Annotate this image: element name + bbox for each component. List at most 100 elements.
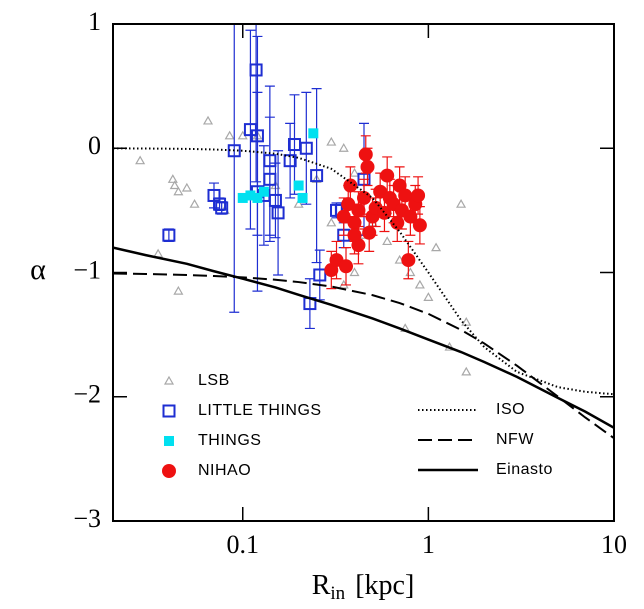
little-things-point xyxy=(313,268,327,282)
y-axis-label: α xyxy=(30,253,46,286)
legend-marker xyxy=(162,404,176,418)
little-things-point xyxy=(227,144,241,158)
lsb-point xyxy=(414,279,425,289)
lsb-point xyxy=(202,115,214,125)
little-things-point xyxy=(263,154,277,168)
lsb-point xyxy=(189,198,200,208)
lsb-point xyxy=(135,155,146,165)
lsb-point xyxy=(461,366,472,376)
y-tick-label: 1 xyxy=(88,7,101,36)
error-bar xyxy=(251,24,262,183)
lsb-point xyxy=(181,182,192,192)
nihao-point xyxy=(341,197,356,212)
nihao-point xyxy=(343,178,358,193)
plot-frame xyxy=(112,23,615,522)
little-things-point xyxy=(268,193,282,207)
lsb-point xyxy=(423,292,434,301)
nihao-point xyxy=(360,159,375,174)
nihao-point xyxy=(398,188,413,203)
legend-label: ISO xyxy=(496,401,525,418)
lsb-point xyxy=(169,180,180,190)
nihao-point xyxy=(401,253,416,268)
lsb-point xyxy=(153,248,164,258)
lsb-point xyxy=(326,136,337,146)
model-curve xyxy=(113,246,614,429)
y-tick-label: 0 xyxy=(88,131,101,160)
lsb-point xyxy=(405,267,416,277)
legend-label: NIHAO xyxy=(198,462,251,479)
legend: LSB LITTLE THINGS THINGS NIHAO ISO NFW Einasto xyxy=(162,372,553,479)
lsb-point xyxy=(456,198,467,208)
y-tick-label: −3 xyxy=(73,504,101,533)
things-point xyxy=(252,192,263,203)
lsb-point xyxy=(349,267,360,277)
nihao-point xyxy=(412,218,427,233)
legend-marker xyxy=(163,375,175,385)
things-point xyxy=(258,186,269,197)
nihao-point xyxy=(362,225,377,240)
x-tick-label: 0.1 xyxy=(226,530,259,559)
error-bar xyxy=(285,122,296,199)
error-bar xyxy=(311,88,322,264)
x-axis-label: Rin [kpc] xyxy=(312,570,415,604)
lsb-point xyxy=(326,217,337,227)
nihao-point xyxy=(351,203,366,218)
nihao-point xyxy=(336,209,351,224)
nihao-point xyxy=(358,147,373,162)
legend-label: LSB xyxy=(198,372,230,389)
y-tick-label: −1 xyxy=(73,255,101,284)
lsb-point xyxy=(173,285,184,295)
legend-label: Einasto xyxy=(496,461,553,478)
things-point xyxy=(237,192,248,203)
legend-label: NFW xyxy=(496,431,534,448)
lsb-point xyxy=(431,242,442,252)
things-point xyxy=(297,192,308,203)
error-bar xyxy=(301,91,312,205)
error-bar xyxy=(273,150,284,276)
error-bar xyxy=(264,116,275,243)
nihao-point xyxy=(411,188,426,203)
error-bar xyxy=(163,228,174,243)
legend-label: THINGS xyxy=(198,432,261,449)
things-point xyxy=(293,180,304,191)
lsb-point xyxy=(167,174,178,183)
little-things-point xyxy=(299,141,313,155)
plot-area xyxy=(113,24,614,439)
little-things-point xyxy=(263,172,277,186)
lsb-point xyxy=(173,186,184,196)
little-things-point xyxy=(271,206,285,220)
nihao-point xyxy=(403,209,418,224)
things-point xyxy=(308,128,319,139)
little-things-point xyxy=(250,129,264,143)
legend-marker xyxy=(162,464,176,478)
lsb-point xyxy=(349,167,360,177)
nihao-point xyxy=(390,215,405,230)
lsb-point xyxy=(293,198,304,208)
lsb-point xyxy=(338,143,349,152)
little-things-point xyxy=(249,63,263,77)
x-tick-label: 1 xyxy=(422,530,435,559)
x-label-unit: [kpc] xyxy=(355,570,414,601)
little-things-point xyxy=(215,201,229,215)
lsb-point xyxy=(224,130,235,140)
x-tick-label: 10 xyxy=(601,530,627,559)
little-things-point xyxy=(162,228,176,242)
nihao-point xyxy=(380,168,395,183)
nihao-point xyxy=(339,259,354,274)
error-bar xyxy=(304,278,315,330)
things-point xyxy=(245,190,256,201)
x-label-main: R xyxy=(312,570,331,601)
nihao-point xyxy=(347,215,362,230)
x-label-sub: in xyxy=(330,583,345,604)
little-things-point xyxy=(283,154,297,168)
lsb-point xyxy=(382,236,393,246)
little-things-point xyxy=(213,197,227,211)
y-tick-label: −2 xyxy=(73,380,101,409)
legend-label: LITTLE THINGS xyxy=(198,402,322,419)
little-things-point xyxy=(310,169,324,183)
error-bar xyxy=(289,94,300,195)
nihao-point xyxy=(347,228,362,243)
legend-marker xyxy=(164,436,174,446)
